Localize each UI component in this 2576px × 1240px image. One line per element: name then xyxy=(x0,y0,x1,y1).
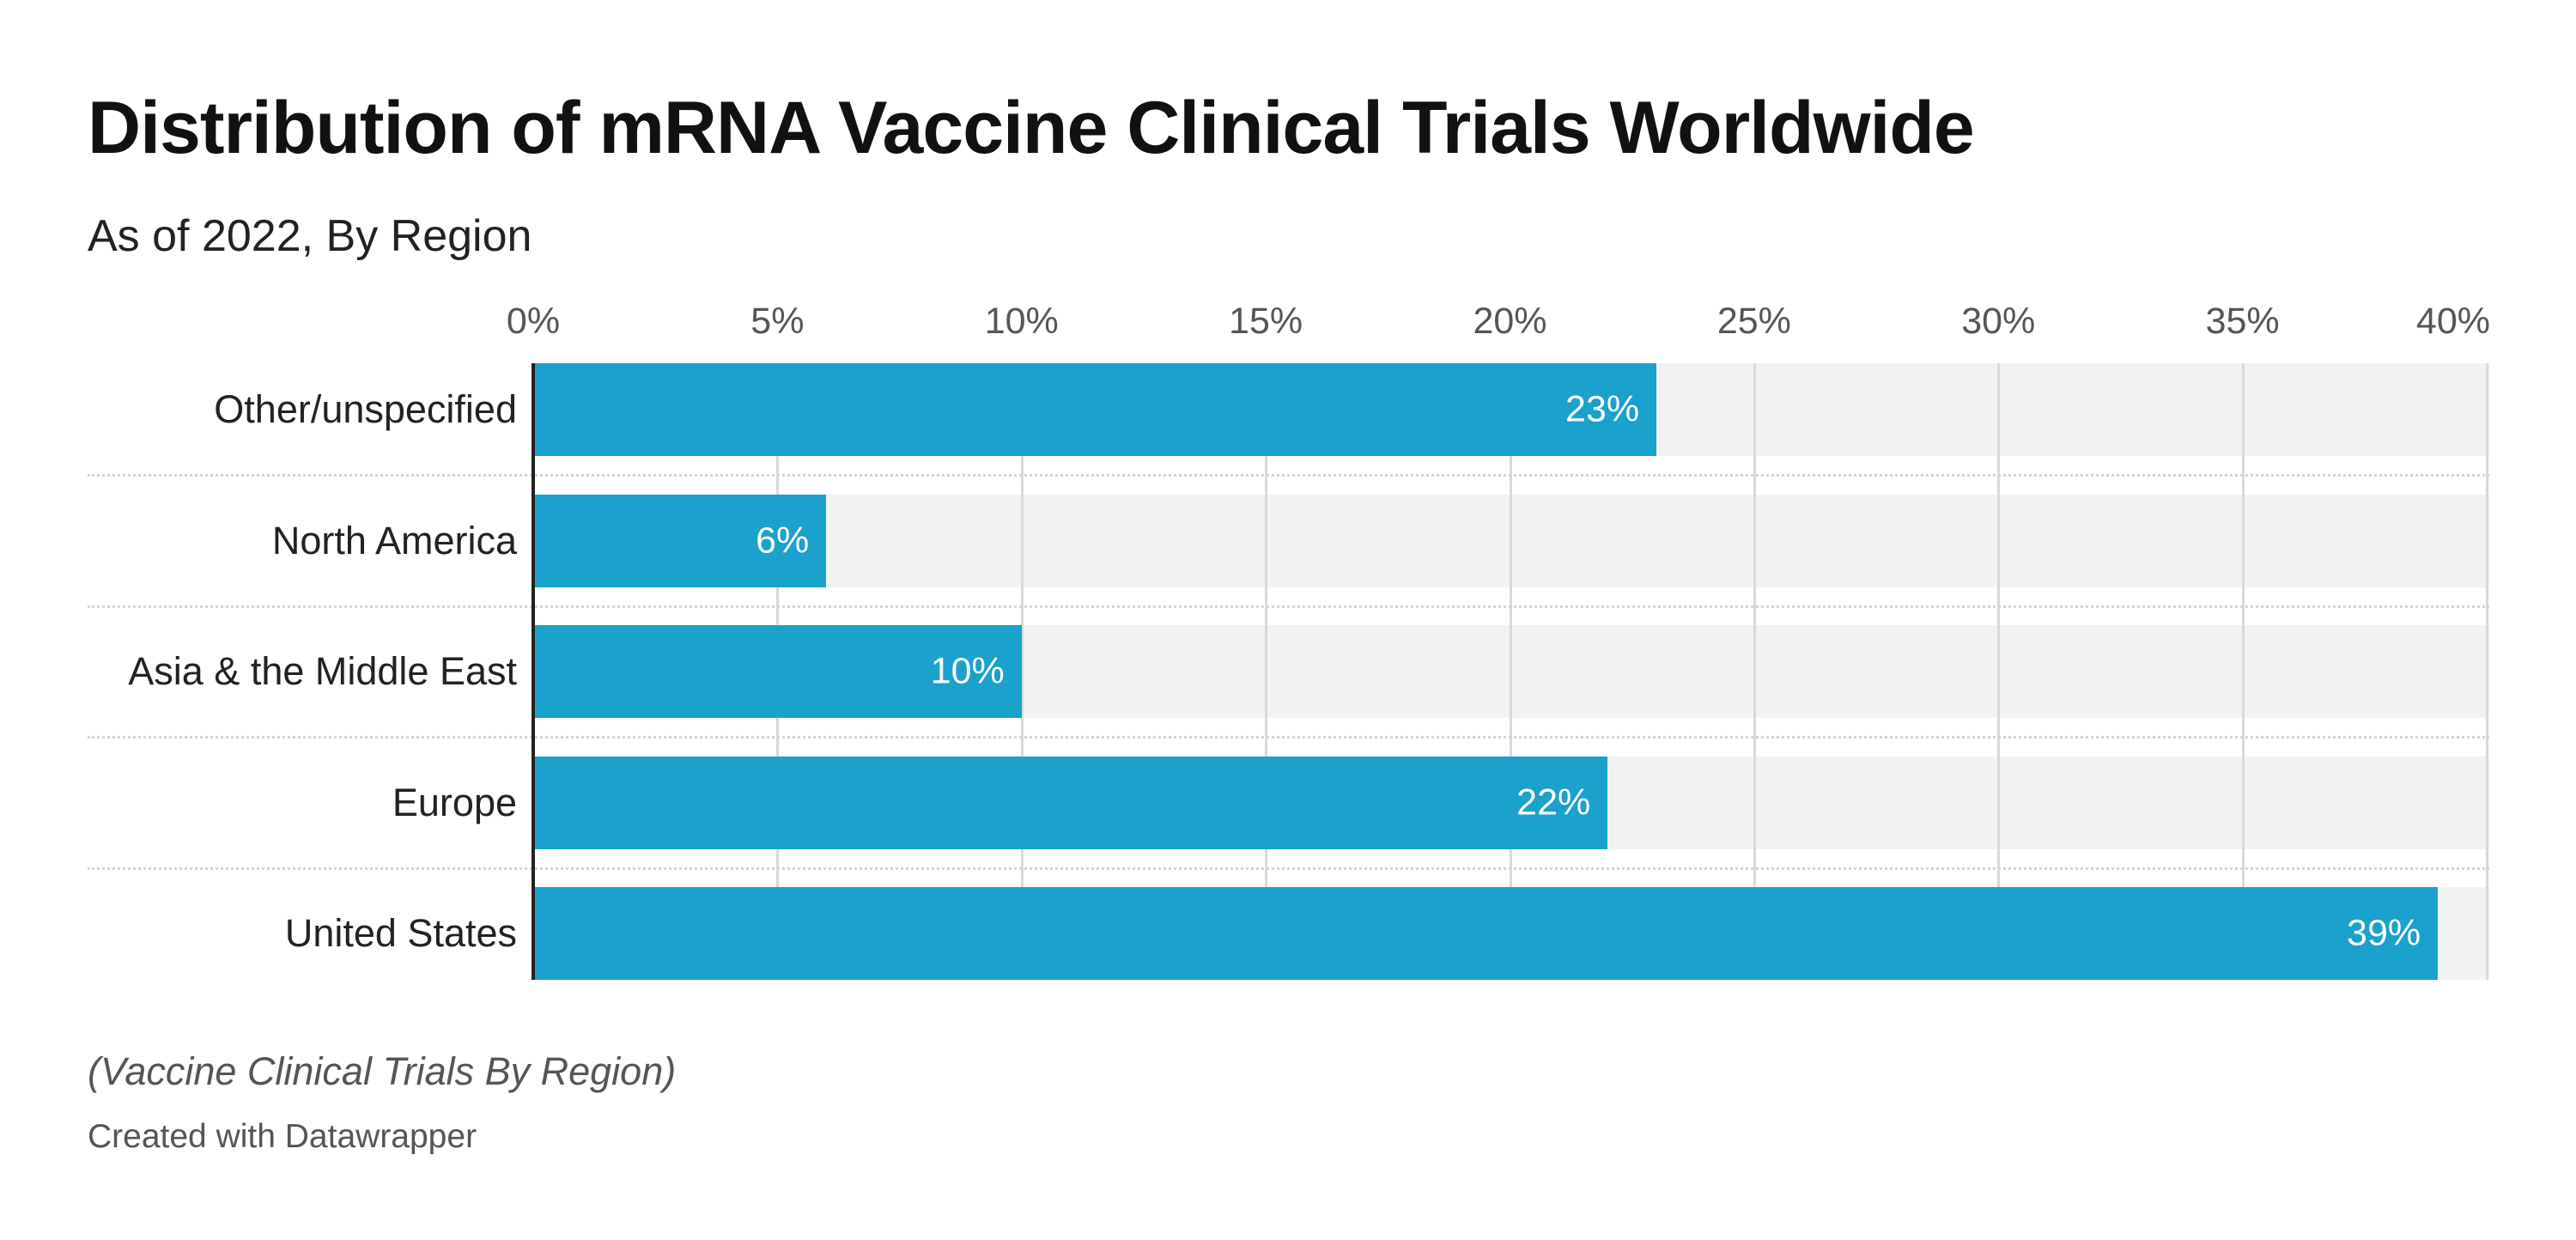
value-label: 10% xyxy=(930,650,1005,692)
value-label: 39% xyxy=(2347,912,2421,954)
x-tick-label: 25% xyxy=(1716,301,1791,342)
gridline xyxy=(1753,363,1756,980)
y-axis-line xyxy=(532,363,535,980)
row-separator xyxy=(88,736,2489,739)
bar xyxy=(533,363,1657,456)
x-tick-label: 15% xyxy=(1229,301,1303,342)
row-separator xyxy=(88,474,2489,477)
chart-notes: (Vaccine Clinical Trials By Region) xyxy=(88,1049,677,1093)
bar xyxy=(533,494,827,587)
category-label: United States xyxy=(284,911,517,955)
category-label: Europe xyxy=(392,780,517,824)
x-tick-label: 5% xyxy=(750,301,805,342)
gridline xyxy=(1020,363,1024,980)
gridline xyxy=(2486,363,2488,980)
bar xyxy=(533,756,1608,849)
category-label: Other/unspecified xyxy=(214,387,517,431)
gridline xyxy=(1997,363,2001,980)
value-label: 23% xyxy=(1565,388,1640,430)
x-tick-label: 0% xyxy=(506,301,561,342)
x-tick-label: 10% xyxy=(984,301,1059,342)
bar xyxy=(533,887,2439,980)
chart-credit: Created with Datawrapper xyxy=(88,1118,477,1155)
gridline xyxy=(1509,363,1512,980)
value-label: 22% xyxy=(1516,781,1591,823)
category-label: Asia & the Middle East xyxy=(128,649,517,693)
x-tick-label: 20% xyxy=(1473,301,1547,342)
gridline xyxy=(2241,363,2245,980)
x-tick-label: 30% xyxy=(1961,301,2036,342)
category-label: North America xyxy=(271,518,517,562)
row-separator xyxy=(88,605,2489,608)
value-label: 6% xyxy=(756,520,810,561)
chart-title: Distribution of mRNA Vaccine Clinical Tr… xyxy=(88,87,1975,169)
chart-subtitle: As of 2022, By Region xyxy=(88,211,532,261)
x-tick-label: 40% xyxy=(2415,301,2490,342)
bar xyxy=(533,625,1022,718)
gridline xyxy=(1265,363,1268,980)
x-tick-label: 35% xyxy=(2205,301,2280,342)
row-separator xyxy=(88,866,2489,870)
